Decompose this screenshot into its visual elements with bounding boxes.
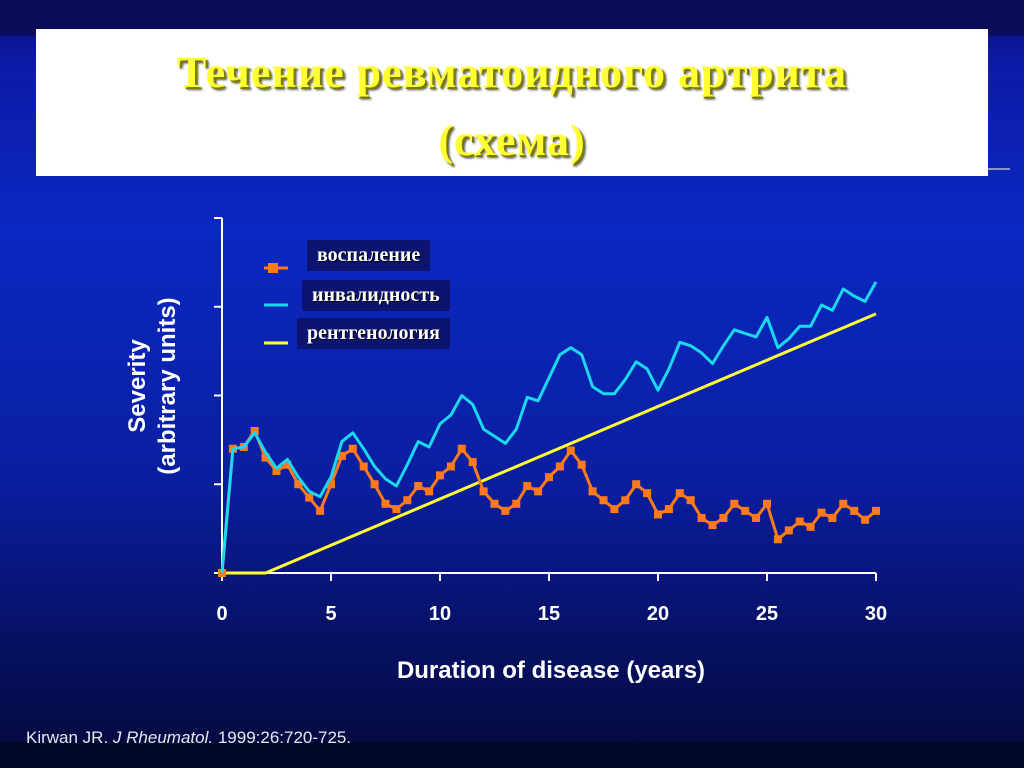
data-point-inflammation [261, 453, 270, 462]
data-point-inflammation [316, 506, 325, 515]
x-axis-label: Duration of disease (years) [397, 657, 705, 684]
data-point-inflammation [697, 513, 706, 522]
citation-author: Kirwan JR. [26, 728, 109, 747]
data-point-inflammation [632, 480, 641, 489]
data-point-inflammation [621, 496, 630, 505]
data-point-inflammation [457, 444, 466, 453]
citation-journal: J Rheumatol. [112, 728, 214, 747]
data-point-inflammation [512, 499, 521, 508]
legend-label-inflammation: воспаление [307, 240, 431, 271]
x-tick-label: 10 [429, 603, 451, 625]
data-point-inflammation [425, 487, 434, 496]
data-point-inflammation [828, 513, 837, 522]
x-tick-label: 15 [538, 603, 560, 625]
slide-subtitle: (схема) [438, 116, 586, 165]
legend-label-disability: инвалидность [302, 280, 450, 311]
data-point-inflammation [272, 466, 281, 475]
data-point-inflammation [763, 499, 771, 508]
x-tick-label: 25 [756, 603, 778, 625]
data-point-inflammation [370, 480, 379, 489]
bottom-band [0, 742, 1024, 768]
data-point-inflammation [392, 505, 401, 514]
data-point-inflammation [283, 460, 292, 469]
data-point-inflammation [784, 526, 793, 535]
data-point-inflammation [436, 471, 444, 480]
title-box: Течение ревматоидного артрита (схема) [36, 29, 988, 176]
data-point-inflammation [686, 496, 695, 505]
data-point-inflammation [643, 489, 652, 498]
data-point-inflammation [545, 473, 553, 482]
data-point-inflammation [250, 427, 259, 435]
data-point-inflammation [403, 496, 412, 505]
data-point-inflammation [327, 480, 335, 489]
data-point-inflammation [741, 506, 750, 515]
data-point-inflammation [708, 521, 717, 530]
series-line-disability [220, 281, 878, 574]
data-point-inflammation [654, 510, 662, 519]
data-point-inflammation [730, 499, 739, 508]
legend-swatches [264, 263, 288, 345]
data-point-inflammation [468, 458, 477, 467]
data-point-inflammation [664, 505, 673, 514]
citation-ref: 1999:26:720-725. [217, 728, 352, 747]
data-point-inflammation [359, 462, 368, 471]
y-axis-label: Severity [124, 339, 151, 433]
x-tick-label: 20 [647, 603, 669, 625]
data-point-inflammation [534, 487, 543, 496]
data-point-inflammation [861, 515, 870, 524]
x-tick-label: 30 [865, 603, 887, 625]
data-point-inflammation [337, 451, 346, 460]
data-point-inflammation [479, 487, 488, 496]
data-point-inflammation [381, 499, 390, 508]
data-point-inflammation [752, 513, 761, 522]
data-point-inflammation [555, 462, 564, 471]
data-point-inflammation [566, 446, 575, 455]
data-point-inflammation [305, 493, 314, 502]
data-point-inflammation [501, 506, 510, 515]
data-point-inflammation [839, 499, 848, 508]
data-point-inflammation [610, 505, 619, 514]
x-tick-label: 0 [216, 603, 227, 625]
legend-marker-inflammation [268, 263, 278, 273]
accent-line [988, 168, 1010, 170]
chart-series [218, 281, 880, 577]
data-point-inflammation [414, 482, 423, 491]
y-axis-label-units: (arbitrary units) [154, 297, 181, 474]
data-point-inflammation [872, 506, 880, 515]
x-tick-label: 5 [325, 603, 336, 625]
data-point-inflammation [446, 462, 455, 471]
data-point-inflammation [577, 460, 586, 469]
series-line-radiology [222, 312, 877, 575]
data-point-inflammation [490, 499, 499, 508]
data-point-inflammation [675, 489, 684, 498]
data-point-inflammation [817, 508, 826, 517]
legend-label-radiology: рентгенология [297, 318, 450, 349]
data-point-inflammation [348, 444, 357, 453]
data-point-inflammation [294, 480, 303, 489]
data-point-inflammation [588, 487, 597, 496]
data-point-inflammation [523, 482, 532, 491]
data-point-inflammation [719, 513, 728, 522]
data-point-inflammation [599, 496, 608, 505]
data-point-inflammation [795, 517, 804, 526]
data-point-inflammation [773, 535, 782, 544]
citation: Kirwan JR. J Rheumatol. 1999:26:720-725. [26, 728, 351, 748]
data-point-inflammation [850, 506, 859, 515]
slide-title: Течение ревматоидного артрита [176, 48, 848, 97]
data-point-inflammation [806, 522, 815, 531]
